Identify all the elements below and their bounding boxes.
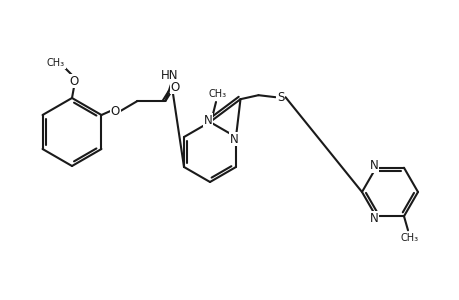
Text: CH₃: CH₃ [47,58,65,68]
Text: N: N [203,113,212,127]
Text: N: N [369,212,378,225]
Text: O: O [111,104,120,118]
Text: CH₃: CH₃ [208,89,227,99]
Text: O: O [170,80,179,94]
Text: O: O [69,74,78,88]
Text: N: N [369,159,378,172]
Text: N: N [229,133,238,146]
Text: S: S [276,91,284,104]
Text: HN: HN [160,68,178,82]
Text: CH₃: CH₃ [400,233,418,243]
